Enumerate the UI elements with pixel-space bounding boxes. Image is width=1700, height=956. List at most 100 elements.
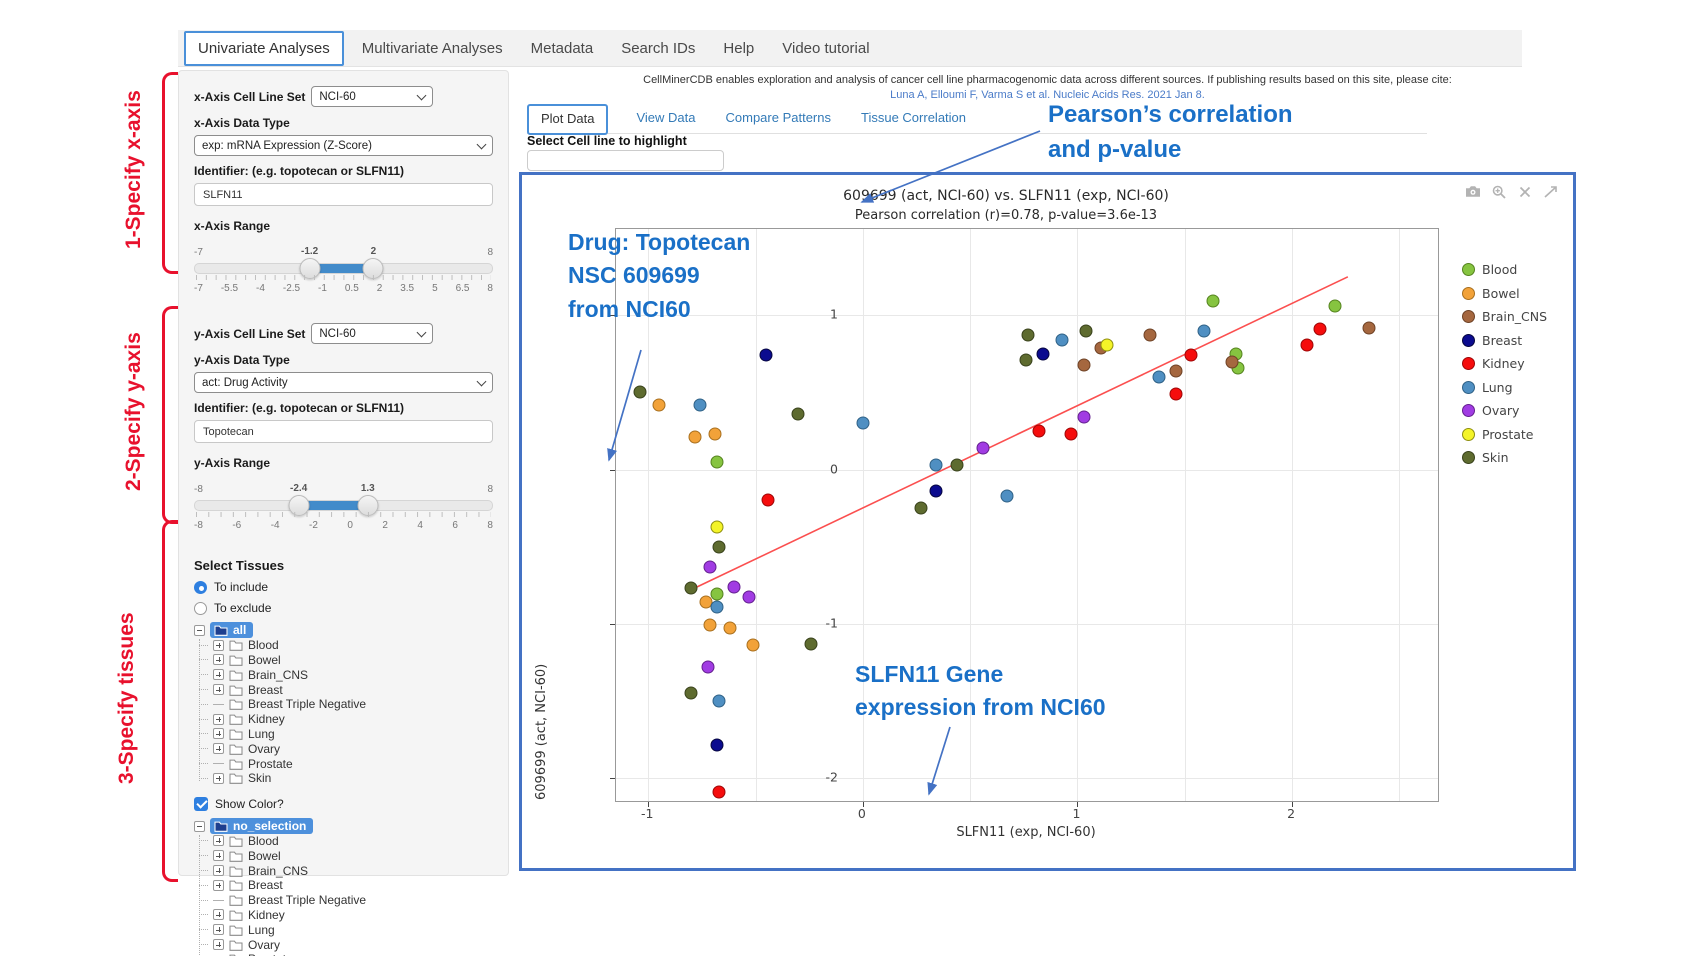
data-point-blood[interactable] <box>1206 294 1220 308</box>
tissues-exclude-radio[interactable]: To exclude <box>194 601 493 615</box>
data-point-bowel[interactable] <box>723 621 737 635</box>
highlight-input[interactable] <box>527 150 724 171</box>
data-point-blood[interactable] <box>710 455 724 469</box>
data-point-skin[interactable] <box>1019 353 1033 367</box>
data-point-skin[interactable] <box>684 686 698 700</box>
y-identifier-input[interactable] <box>194 420 493 443</box>
x-identifier-input[interactable] <box>194 183 493 206</box>
nav-tab-metadata[interactable]: Metadata <box>530 39 594 57</box>
data-point-breast[interactable] <box>759 348 773 362</box>
citation-link[interactable]: Luna A, Elloumi F, Varma S et al. Nuclei… <box>890 89 1205 101</box>
data-point-prostate[interactable] <box>1100 338 1114 352</box>
selection-tree-item-breast[interactable]: Breast <box>209 878 493 893</box>
legend-item-lung[interactable]: Lung <box>1462 380 1547 395</box>
data-point-skin[interactable] <box>1021 328 1035 342</box>
data-point-blood[interactable] <box>710 587 724 601</box>
data-point-prostate[interactable] <box>710 520 724 534</box>
data-point-skin[interactable] <box>712 540 726 554</box>
data-point-breast[interactable] <box>710 738 724 752</box>
tab-tissue-correlation[interactable]: Tissue Correlation <box>861 110 967 125</box>
collapse-icon[interactable] <box>194 820 205 832</box>
data-point-kidney[interactable] <box>1064 427 1078 441</box>
data-point-bowel[interactable] <box>708 427 722 441</box>
data-point-ovary[interactable] <box>742 590 756 604</box>
data-point-breast[interactable] <box>1036 347 1050 361</box>
data-point-bowel[interactable] <box>688 430 702 444</box>
data-point-lung[interactable] <box>693 398 707 412</box>
data-point-kidney[interactable] <box>1169 387 1183 401</box>
data-point-skin[interactable] <box>633 385 647 399</box>
data-point-skin[interactable] <box>791 407 805 421</box>
tab-compare-patterns[interactable]: Compare Patterns <box>725 110 832 125</box>
data-point-blood[interactable] <box>1328 299 1342 313</box>
tissue-tree-item-bowel[interactable]: Bowel <box>209 653 493 668</box>
tissue-tree-item-brain-cns[interactable]: Brain_CNS <box>209 667 493 682</box>
legend-item-kidney[interactable]: Kidney <box>1462 356 1547 371</box>
data-point-lung[interactable] <box>1197 324 1211 338</box>
data-point-ovary[interactable] <box>1077 410 1091 424</box>
expand-icon[interactable] <box>213 865 224 877</box>
expand-icon[interactable] <box>213 850 224 862</box>
data-point-brain_cns[interactable] <box>1169 364 1183 378</box>
y-range-slider[interactable]: -8 8 -2.4 1.3 -8 -6 -4 -2 0 2 4 6 8 <box>194 483 493 540</box>
expand-icon[interactable] <box>213 924 224 936</box>
tissues-include-radio[interactable]: To include <box>194 580 493 594</box>
expand-icon[interactable] <box>213 713 224 725</box>
plot-area[interactable] <box>610 228 1439 807</box>
tab-plot-data[interactable]: Plot Data <box>527 104 609 135</box>
expand-icon[interactable] <box>213 939 224 951</box>
expand-icon[interactable] <box>213 835 224 847</box>
legend-item-blood[interactable]: Blood <box>1462 262 1547 277</box>
data-point-skin[interactable] <box>914 501 928 515</box>
nav-tab-video-tutorial[interactable]: Video tutorial <box>782 39 870 57</box>
expand-icon[interactable] <box>213 909 224 921</box>
data-point-kidney[interactable] <box>1313 322 1327 336</box>
data-point-skin[interactable] <box>950 458 964 472</box>
data-point-ovary[interactable] <box>976 441 990 455</box>
expand-icon[interactable] <box>213 654 224 666</box>
data-point-kidney[interactable] <box>1184 348 1198 362</box>
legend-item-breast[interactable]: Breast <box>1462 333 1547 348</box>
data-point-lung[interactable] <box>712 694 726 708</box>
tissue-tree-item-lung[interactable]: Lung <box>209 727 493 742</box>
tissue-tree-root-row[interactable]: all <box>194 622 493 639</box>
data-point-brain_cns[interactable] <box>1143 328 1157 342</box>
data-point-breast[interactable] <box>929 484 943 498</box>
data-point-bowel[interactable] <box>703 618 717 632</box>
data-point-lung[interactable] <box>1000 489 1014 503</box>
expand-icon[interactable] <box>213 728 224 740</box>
x-data-type-select[interactable]: exp: mRNA Expression (Z-Score) <box>194 135 493 156</box>
collapse-icon[interactable] <box>194 624 205 636</box>
selection-tree-item-prostate[interactable]: Prostate <box>209 952 493 956</box>
data-point-lung[interactable] <box>1055 333 1069 347</box>
selection-tree-item-bowel[interactable]: Bowel <box>209 848 493 863</box>
expand-icon[interactable] <box>213 743 224 755</box>
tissue-tree-item-kidney[interactable]: Kidney <box>209 712 493 727</box>
selection-tree-item-ovary[interactable]: Ovary <box>209 937 493 952</box>
expand-icon[interactable] <box>1542 184 1559 199</box>
selection-tree-item-blood[interactable]: Blood <box>209 834 493 849</box>
tissue-tree-item-blood[interactable]: Blood <box>209 638 493 653</box>
tissue-tree-item-ovary[interactable]: Ovary <box>209 741 493 756</box>
data-point-lung[interactable] <box>1152 370 1166 384</box>
legend-item-bowel[interactable]: Bowel <box>1462 286 1547 301</box>
selection-tree-root-row[interactable]: no_selection <box>194 818 493 835</box>
show-color-checkbox[interactable]: Show Color? <box>194 796 493 811</box>
expand-icon[interactable] <box>213 879 224 891</box>
expand-icon[interactable] <box>213 669 224 681</box>
zoom-in-icon[interactable] <box>1490 184 1507 199</box>
selection-tree-item-brain-cns[interactable]: Brain_CNS <box>209 863 493 878</box>
legend-item-prostate[interactable]: Prostate <box>1462 427 1547 442</box>
data-point-ovary[interactable] <box>703 560 717 574</box>
selection-tree-item-breast-triple-negative[interactable]: Breast Triple Negative <box>209 893 493 908</box>
data-point-skin[interactable] <box>804 637 818 651</box>
data-point-lung[interactable] <box>929 458 943 472</box>
selection-tree-root-node[interactable]: no_selection <box>210 818 314 835</box>
nav-tab-search-ids[interactable]: Search IDs <box>621 39 696 57</box>
close-icon[interactable] <box>1516 184 1533 199</box>
camera-icon[interactable] <box>1464 184 1481 199</box>
data-point-brain_cns[interactable] <box>1077 358 1091 372</box>
selection-tree-item-kidney[interactable]: Kidney <box>209 908 493 923</box>
y-cell-line-set-select[interactable]: NCI-60 <box>311 323 434 344</box>
x-cell-line-set-select[interactable]: NCI-60 <box>311 86 434 107</box>
